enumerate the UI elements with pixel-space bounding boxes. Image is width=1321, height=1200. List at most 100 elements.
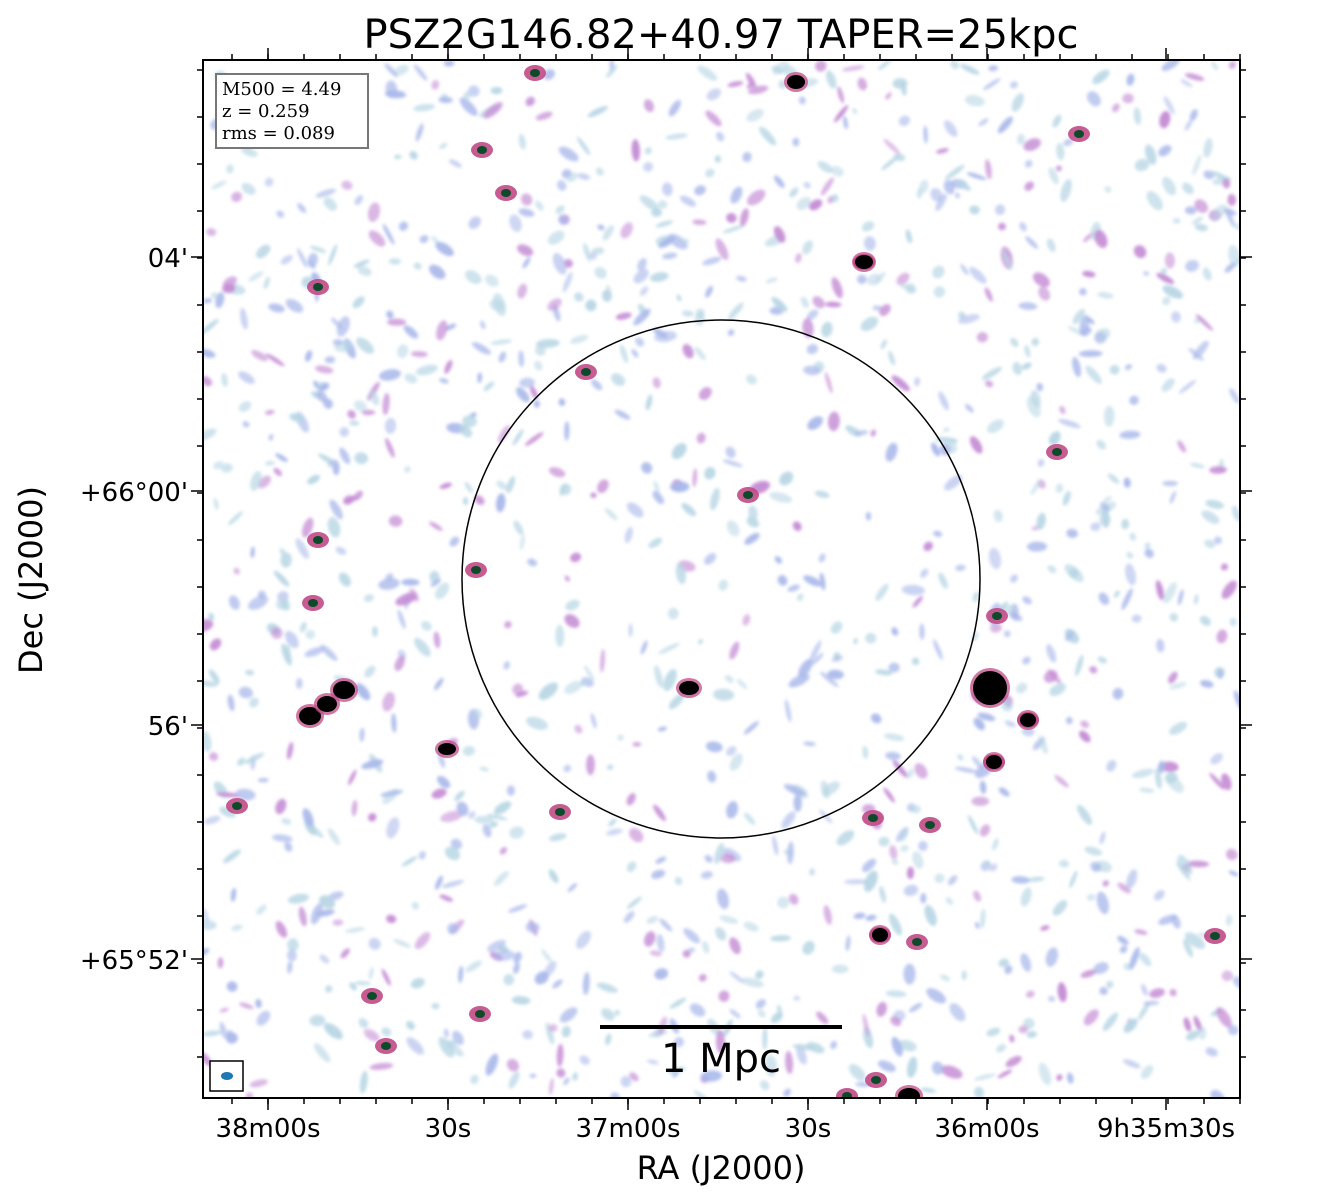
noise-blob	[1216, 629, 1228, 644]
noise-blob	[1192, 216, 1203, 225]
noise-blob	[323, 197, 337, 211]
noise-blob	[1026, 1031, 1037, 1038]
radio-source-core	[308, 599, 318, 607]
noise-blob	[792, 137, 800, 147]
noise-blob	[314, 1043, 331, 1063]
noise-blob	[470, 1074, 479, 1085]
noise-blob	[393, 939, 411, 948]
noise-blob	[1047, 565, 1057, 574]
noise-blob	[1194, 199, 1209, 213]
noise-blob	[715, 238, 729, 261]
noise-blob	[429, 521, 443, 531]
noise-blob	[367, 202, 381, 223]
noise-blob	[747, 189, 766, 206]
noise-blob	[743, 921, 759, 932]
noise-blob	[1169, 721, 1188, 735]
noise-blob	[465, 960, 482, 973]
noise-blob	[397, 344, 409, 359]
noise-blob	[1228, 61, 1236, 69]
noise-blob	[645, 394, 653, 411]
noise-blob	[1056, 1074, 1063, 1081]
noise-blob	[986, 1027, 1001, 1037]
noise-blob	[655, 856, 667, 864]
noise-blob	[905, 229, 913, 244]
noise-blob	[637, 258, 647, 271]
noise-blob	[465, 270, 482, 284]
noise-blob	[729, 641, 740, 660]
noise-blob	[881, 155, 900, 171]
noise-blob	[888, 350, 896, 366]
noise-blob	[914, 763, 928, 779]
noise-blob	[729, 1009, 741, 1019]
noise-blob	[564, 258, 573, 268]
noise-blob	[325, 985, 333, 993]
noise-blob	[529, 385, 538, 400]
noise-blob	[920, 568, 929, 578]
noise-blob	[285, 298, 304, 313]
noise-blob	[1032, 272, 1050, 288]
noise-blob	[1038, 286, 1051, 301]
noise-blob	[971, 756, 984, 770]
noise-blob	[960, 63, 980, 75]
noise-blob	[918, 840, 928, 852]
noise-blob	[1226, 848, 1238, 861]
noise-blob	[347, 410, 356, 419]
noise-blob	[876, 1001, 887, 1017]
noise-blob	[1177, 854, 1193, 876]
noise-blob	[830, 621, 843, 634]
noise-blob	[972, 591, 979, 603]
noise-blob	[652, 491, 665, 505]
noise-blob	[602, 225, 614, 241]
noise-blob	[857, 274, 867, 285]
noise-blob	[250, 471, 262, 491]
noise-blob	[1209, 772, 1225, 790]
x-axis-label: RA (J2000)	[637, 1149, 806, 1187]
noise-blob	[891, 1036, 903, 1057]
noise-blob	[1144, 144, 1157, 165]
noise-blob	[694, 185, 706, 196]
noise-blob	[1021, 362, 1032, 370]
noise-blob	[1222, 178, 1231, 189]
noise-blob	[443, 1028, 449, 1038]
noise-blob	[574, 724, 583, 734]
noise-blob	[409, 151, 418, 160]
noise-blob	[564, 421, 570, 441]
noise-blob	[231, 191, 243, 202]
noise-blob	[462, 497, 469, 506]
noise-blob	[287, 961, 293, 974]
noise-blob	[518, 350, 525, 368]
bright-radio-source	[333, 681, 355, 699]
noise-blob	[658, 642, 680, 655]
bright-radio-source	[438, 743, 456, 755]
noise-blob	[639, 195, 659, 211]
noise-blob	[1066, 528, 1078, 539]
noise-blob	[635, 337, 645, 347]
noise-blob	[519, 377, 535, 388]
noise-blob	[508, 904, 527, 913]
noise-blob	[825, 301, 842, 308]
noise-blob	[667, 607, 679, 620]
noise-blob	[1199, 615, 1211, 626]
noise-blob	[646, 915, 659, 924]
noise-blob	[1102, 880, 1110, 887]
noise-blob	[203, 318, 219, 335]
noise-blob	[1124, 364, 1133, 371]
noise-blob	[1154, 768, 1162, 789]
noise-blob	[587, 105, 609, 118]
noise-blob	[966, 172, 987, 180]
noise-blob	[1069, 870, 1078, 889]
noise-blob	[315, 365, 334, 374]
noise-blob	[331, 317, 343, 330]
noise-blob	[781, 811, 796, 829]
noise-blob	[349, 982, 357, 991]
noise-blob	[384, 63, 398, 78]
noise-blob	[240, 307, 248, 330]
radio-source-core	[1052, 448, 1062, 456]
noise-blob	[1172, 217, 1181, 224]
noise-blob	[845, 935, 851, 952]
noise-blob	[497, 425, 510, 443]
radio-source-core	[842, 1092, 852, 1098]
noise-blob	[623, 911, 635, 923]
noise-blob	[385, 80, 398, 99]
noise-blob	[938, 391, 949, 411]
